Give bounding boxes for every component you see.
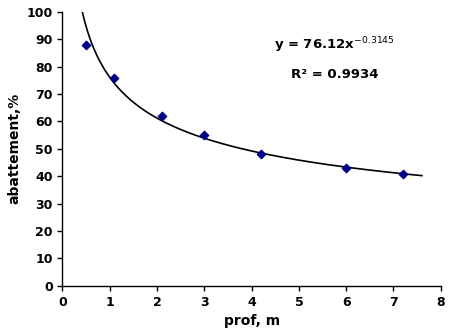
Point	[83, 42, 90, 48]
Point	[158, 113, 165, 119]
Text: R² = 0.9934: R² = 0.9934	[290, 68, 378, 81]
Point	[110, 75, 118, 80]
Y-axis label: abattement,%: abattement,%	[7, 93, 21, 204]
Point	[200, 132, 207, 138]
Text: y = 76.12x$^{-0.3145}$: y = 76.12x$^{-0.3145}$	[274, 35, 394, 55]
Point	[342, 165, 349, 171]
Point	[398, 171, 405, 176]
X-axis label: prof, m: prof, m	[223, 314, 279, 328]
Point	[257, 152, 264, 157]
